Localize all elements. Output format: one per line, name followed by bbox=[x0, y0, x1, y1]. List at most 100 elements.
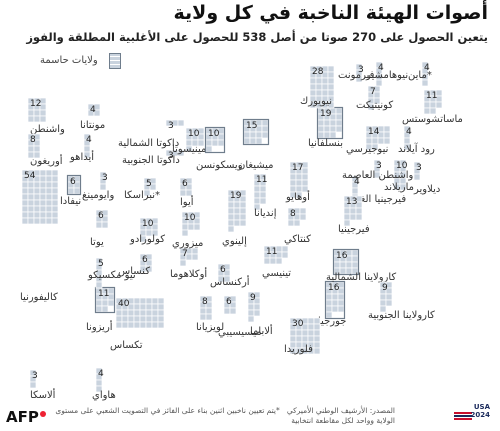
vote-block bbox=[261, 119, 269, 127]
vote-block bbox=[309, 83, 317, 91]
state-name-label: ماساتشوستس bbox=[402, 114, 463, 125]
vote-block bbox=[21, 199, 29, 207]
vote-block bbox=[27, 211, 35, 219]
state-name-label: داكوتا الشمالية bbox=[118, 138, 179, 149]
vote-block bbox=[101, 299, 109, 307]
vote-block bbox=[317, 125, 325, 133]
vote-block bbox=[121, 315, 129, 323]
vote-block bbox=[335, 107, 343, 115]
vote-block bbox=[313, 317, 321, 325]
vote-block bbox=[139, 303, 147, 311]
vote-block bbox=[199, 307, 207, 315]
vote-block bbox=[223, 307, 231, 315]
vote-block bbox=[307, 317, 315, 325]
vote-block bbox=[191, 253, 199, 261]
vote-block bbox=[39, 217, 47, 225]
state-name-label: فلوريدا bbox=[284, 344, 313, 355]
state-mississippi: 6 ميسيسيبي bbox=[218, 295, 262, 338]
vote-block bbox=[239, 201, 247, 209]
state-votes-label: 4 bbox=[90, 105, 96, 115]
vote-block bbox=[295, 335, 303, 343]
vote-block bbox=[379, 305, 387, 313]
vote-block bbox=[373, 171, 381, 179]
footnote-text: *يتم تعيين ناخبين اثنين بناء على الفائز … bbox=[55, 406, 395, 425]
vote-block bbox=[367, 103, 375, 111]
state-colorado: 10 كولورادو bbox=[129, 217, 165, 245]
vote-block bbox=[323, 119, 331, 127]
vote-block bbox=[21, 205, 29, 213]
state-votes-label: 5 bbox=[146, 179, 152, 189]
state-votes-label: 10 bbox=[142, 219, 154, 229]
vote-block bbox=[343, 219, 351, 227]
vote-block bbox=[33, 115, 41, 123]
state-votes-label: 6 bbox=[182, 179, 188, 189]
state-name-label: وايومينغ bbox=[82, 190, 114, 201]
vote-block bbox=[301, 335, 309, 343]
vote-block bbox=[151, 303, 159, 311]
state-votes-label: 10 bbox=[396, 161, 408, 171]
vote-block bbox=[51, 199, 59, 207]
vote-block bbox=[349, 213, 357, 221]
vote-block bbox=[339, 261, 347, 269]
state-georgia: 16 جورجيا bbox=[318, 280, 346, 327]
vote-block bbox=[281, 245, 289, 253]
state-name-label: كارولاينا الجنوبية bbox=[368, 310, 435, 321]
state-massachusetts: 11 ماساتشوستس bbox=[402, 89, 463, 125]
state-name-label: ماريلاند bbox=[384, 182, 414, 193]
state-name-label: كاليفورنيا bbox=[20, 292, 58, 303]
vote-block bbox=[45, 193, 53, 201]
vote-block bbox=[133, 297, 141, 305]
vote-block bbox=[95, 299, 103, 307]
vote-block bbox=[185, 145, 193, 153]
vote-block bbox=[337, 299, 345, 307]
vote-block bbox=[39, 187, 47, 195]
vote-block bbox=[247, 315, 255, 323]
vote-block bbox=[351, 255, 359, 263]
vote-block bbox=[101, 305, 109, 313]
vote-block bbox=[143, 189, 151, 197]
vote-block bbox=[233, 219, 241, 227]
state-name-label: نيو مكسيكو bbox=[87, 270, 136, 281]
state-new-jersey: 14 نيوجيرسي bbox=[346, 125, 391, 155]
state-votes-label: 4 bbox=[378, 63, 384, 73]
state-california: 54 كاليفورنيا bbox=[20, 169, 59, 303]
vote-block bbox=[99, 183, 107, 191]
vote-block bbox=[27, 217, 35, 225]
vote-block bbox=[83, 151, 91, 159]
vote-block bbox=[27, 145, 35, 153]
state-name-label: أركنساس bbox=[210, 275, 250, 288]
vote-block bbox=[33, 205, 41, 213]
vote-block bbox=[313, 335, 321, 343]
vote-block bbox=[307, 329, 315, 337]
vote-block bbox=[95, 281, 103, 289]
vote-block bbox=[199, 313, 207, 321]
vote-block bbox=[301, 329, 309, 337]
vote-block bbox=[95, 221, 103, 229]
state-name-label: تينيسي bbox=[262, 268, 291, 279]
state-votes-label: 3 bbox=[102, 173, 108, 183]
vote-block bbox=[227, 213, 235, 221]
vote-block bbox=[107, 299, 115, 307]
vote-block bbox=[269, 257, 277, 265]
vote-block bbox=[313, 323, 321, 331]
state-name-label: واشنطن bbox=[30, 124, 65, 135]
vote-block bbox=[151, 321, 159, 329]
state-name-label: فيرمونت bbox=[338, 70, 375, 81]
state-votes-label: 3 bbox=[416, 163, 422, 173]
vote-block bbox=[307, 335, 315, 343]
state-name-label: أوكلاهوما bbox=[170, 267, 207, 280]
vote-block bbox=[179, 189, 187, 197]
vote-block bbox=[177, 149, 185, 157]
swing-state-outline bbox=[332, 248, 360, 276]
vote-block bbox=[227, 207, 235, 215]
vote-block bbox=[181, 223, 189, 231]
vote-block bbox=[39, 181, 47, 189]
vote-block bbox=[327, 65, 335, 73]
vote-block bbox=[249, 131, 257, 139]
state-ohio: 17 أوهايو bbox=[285, 161, 310, 203]
vote-block bbox=[95, 379, 103, 387]
state-maryland: 10 ماريلاند bbox=[384, 159, 414, 193]
vote-block bbox=[327, 71, 335, 79]
